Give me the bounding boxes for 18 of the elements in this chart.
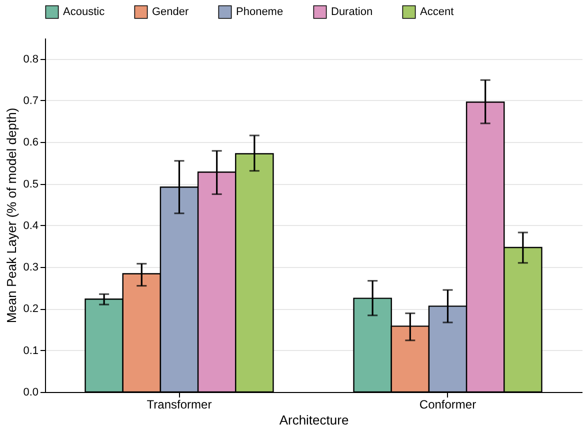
x-tick-label: Conformer (419, 398, 476, 412)
y-tick-label: 0.0 (23, 386, 38, 398)
legend-label: Accent (420, 6, 454, 18)
y-tick-label: 0.2 (23, 303, 38, 316)
x-tick-label: Transformer (146, 398, 212, 412)
x-axis-title: Architecture (279, 412, 349, 428)
y-tick-label: 0.5 (23, 178, 38, 190)
y-tick-label: 0.3 (23, 262, 38, 274)
y-axis-title: Mean Peak Layer (% of model depth) (4, 108, 20, 324)
legend-label: Acoustic (63, 6, 106, 18)
y-tick-label: 0.8 (23, 53, 38, 66)
y-tick-label: 0.1 (23, 344, 38, 357)
legend-label: Phoneme (236, 6, 284, 18)
y-tick-label: 0.7 (23, 94, 38, 107)
y-tick-label: 0.6 (23, 136, 38, 149)
legend-label: Duration (331, 6, 373, 18)
y-tick-label: 0.4 (23, 220, 38, 232)
legend-label: Gender (152, 6, 190, 18)
